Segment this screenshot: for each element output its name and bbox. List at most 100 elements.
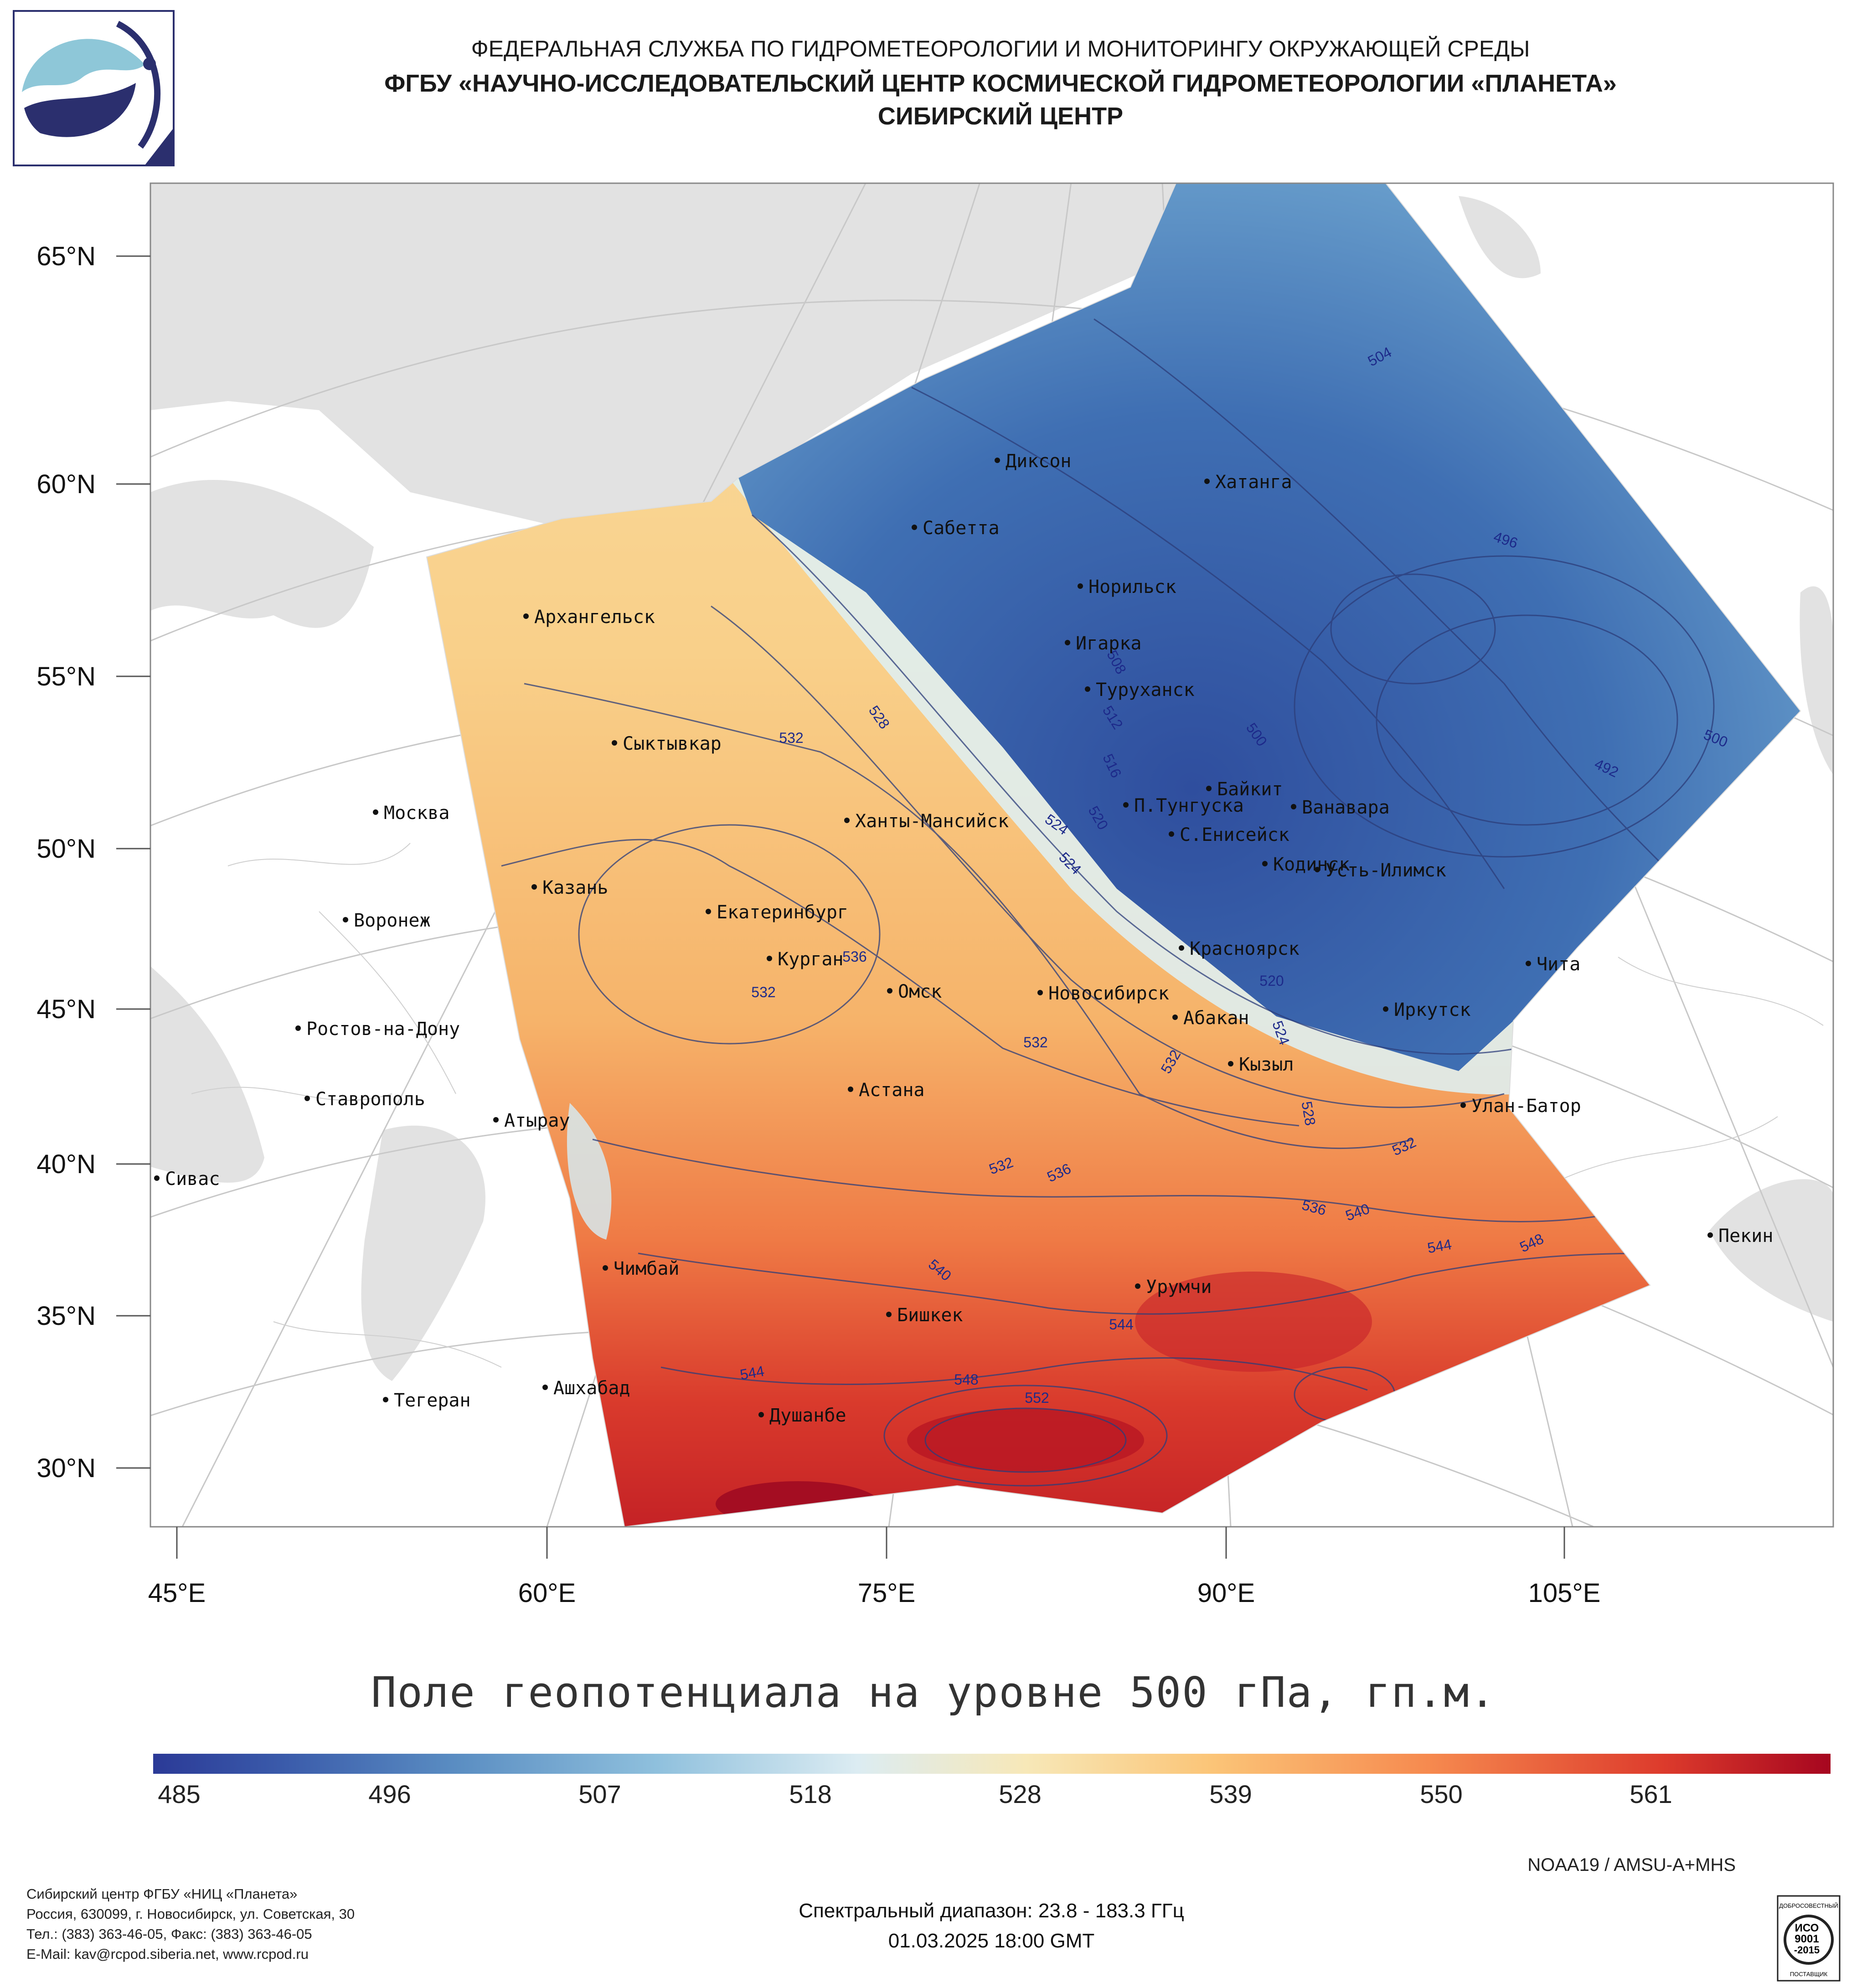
latitude-axis: 65°N 60°N 55°N 50°N 45°N 40°N 35°N 30°N: [36, 242, 150, 1483]
colorbar-tick-label: 496: [368, 1780, 411, 1808]
contour-label: 548: [954, 1371, 978, 1388]
colorbar-tick-label: 550: [1420, 1780, 1463, 1808]
city-dot: [1123, 802, 1129, 808]
org-line-3: Тел.: (383) 363-46-05, Факс: (383) 363-4…: [26, 1926, 312, 1942]
city-label: Бишкек: [897, 1305, 963, 1326]
city-label: Хатанга: [1215, 472, 1292, 493]
city-label: Ставрополь: [315, 1089, 425, 1110]
city-dot: [886, 1312, 892, 1317]
city-dot: [1228, 1061, 1233, 1066]
lat-label: 55°N: [36, 662, 96, 691]
org-line-1: Сибирский центр ФГБУ «НИЦ «Планета»: [26, 1886, 298, 1902]
city-dot: [523, 613, 529, 619]
header-center: ФГБУ «НАУЧНО-ИССЛЕДОВАТЕЛЬСКИЙ ЦЕНТР КОС…: [384, 70, 1617, 97]
geopotential-map: 65°N 60°N 55°N 50°N 45°N 40°N 35°N 30°N 45°E 60°…: [36, 182, 1834, 1608]
city-label: Москва: [384, 803, 450, 824]
city-dot: [1135, 1283, 1140, 1289]
city-label: Ханты-Мансийск: [855, 811, 1009, 832]
city-dot: [1065, 640, 1070, 645]
longitude-axis: 45°E 60°E 75°E 90°E 105°E: [148, 1527, 1600, 1608]
satellite-label: NOAA19 / AMSU-A+MHS: [1527, 1855, 1736, 1875]
contour-label: 532: [751, 984, 775, 1000]
city-label: Сыктывкар: [623, 733, 722, 754]
lat-label: 50°N: [36, 834, 96, 864]
city-dot: [1078, 583, 1083, 589]
city-dot: [612, 740, 617, 746]
city-dot: [995, 458, 1000, 463]
contour-label: 536: [842, 948, 866, 965]
contour-label: 544: [1109, 1316, 1133, 1333]
map-title: Поле геопотенциала на уровне 500 гПа, гп…: [371, 1668, 1496, 1717]
city-label: Новосибирск: [1048, 983, 1169, 1004]
city-label: Кызыл: [1239, 1054, 1294, 1075]
observation-datetime: 01.03.2025 18:00 GMT: [888, 1930, 1095, 1952]
city-dot: [1526, 961, 1531, 966]
city-label: Абакан: [1183, 1008, 1249, 1029]
iso-1: ИСО: [1795, 1922, 1819, 1934]
org-contacts: Сибирский центр ФГБУ «НИЦ «Планета» Росс…: [26, 1884, 355, 1964]
city-label: Тегеран: [394, 1390, 471, 1411]
city-label: Казань: [542, 877, 609, 898]
city-dot: [758, 1412, 764, 1417]
city-label: П.Тунгуска: [1134, 795, 1244, 816]
contour-label: 520: [1259, 973, 1284, 989]
city-label: Омск: [898, 981, 942, 1002]
city-dot: [154, 1175, 160, 1181]
city-dot: [304, 1096, 310, 1101]
contour-label: 552: [1025, 1390, 1049, 1406]
city-dot: [912, 525, 917, 530]
iso-certification-seal: ДОБРОСОВЕСТНЫЙ ИСО 9001 -2015 ПОСТАВЩИК: [1777, 1895, 1841, 1982]
city-dot: [844, 818, 850, 823]
iso-top: ДОБРОСОВЕСТНЫЙ: [1779, 1902, 1838, 1909]
city-label: Сивас: [165, 1169, 220, 1190]
city-dot: [767, 956, 772, 961]
lat-label: 60°N: [36, 469, 96, 499]
city-label: Воронеж: [354, 910, 431, 931]
lat-label: 65°N: [36, 242, 96, 271]
city-label: Курган: [778, 949, 844, 970]
city-label: Иркутск: [1394, 999, 1471, 1020]
colorbar-tick-label: 539: [1209, 1780, 1252, 1808]
city-dot: [1172, 1015, 1178, 1020]
colorbar-tick-label: 561: [1630, 1780, 1672, 1808]
city-label: Норильск: [1088, 577, 1176, 597]
city-label: Диксон: [1006, 451, 1072, 472]
city-dot: [887, 988, 892, 994]
header-agency: ФЕДЕРАЛЬНАЯ СЛУЖБА ПО ГИДРОМЕТЕОРОЛОГИИ …: [471, 36, 1530, 62]
city-dot: [1206, 786, 1212, 791]
city-dot: [848, 1087, 853, 1092]
city-dot: [1291, 804, 1296, 809]
city-dot: [706, 909, 711, 914]
iso-3: -2015: [1794, 1944, 1820, 1956]
city-dot: [1315, 867, 1320, 872]
city-dot: [493, 1117, 499, 1123]
lon-label: 60°E: [518, 1578, 576, 1608]
colorbar: [153, 1754, 1831, 1774]
city-label: Астана: [859, 1080, 925, 1101]
city-label: Игарка: [1076, 633, 1142, 654]
city-label: Атырау: [504, 1110, 570, 1131]
city-label: Ванавара: [1302, 797, 1390, 818]
header-branch: СИБИРСКИЙ ЦЕНТР: [877, 103, 1124, 130]
city-dot: [373, 809, 378, 815]
lat-label: 30°N: [36, 1453, 96, 1483]
city-dot: [1085, 686, 1090, 692]
city-label: Улан-Батор: [1471, 1096, 1581, 1117]
city-label: Урумчи: [1146, 1277, 1212, 1298]
city-dot: [1179, 945, 1184, 951]
lon-label: 75°E: [858, 1578, 915, 1608]
city-label: Ашхабад: [553, 1378, 630, 1399]
city-label: Душанбе: [769, 1405, 846, 1426]
lat-label: 45°N: [36, 994, 96, 1024]
iso-2: 9001: [1795, 1933, 1819, 1945]
org-line-4: E-Mail: kav@rcpod.siberia.net, www.rcpod…: [26, 1946, 309, 1962]
city-label: Туруханск: [1096, 680, 1195, 700]
city-dot: [1460, 1102, 1466, 1108]
org-line-2: Россия, 630099, г. Новосибирск, ул. Сове…: [26, 1906, 355, 1922]
city-dot: [1707, 1232, 1713, 1238]
lon-label: 45°E: [148, 1578, 206, 1608]
city-dot: [603, 1265, 608, 1271]
city-dot: [1204, 479, 1210, 484]
city-label: Пекин: [1718, 1226, 1773, 1246]
spectral-range: Спектральный диапазон: 23.8 - 183.3 ГГц: [799, 1900, 1184, 1922]
